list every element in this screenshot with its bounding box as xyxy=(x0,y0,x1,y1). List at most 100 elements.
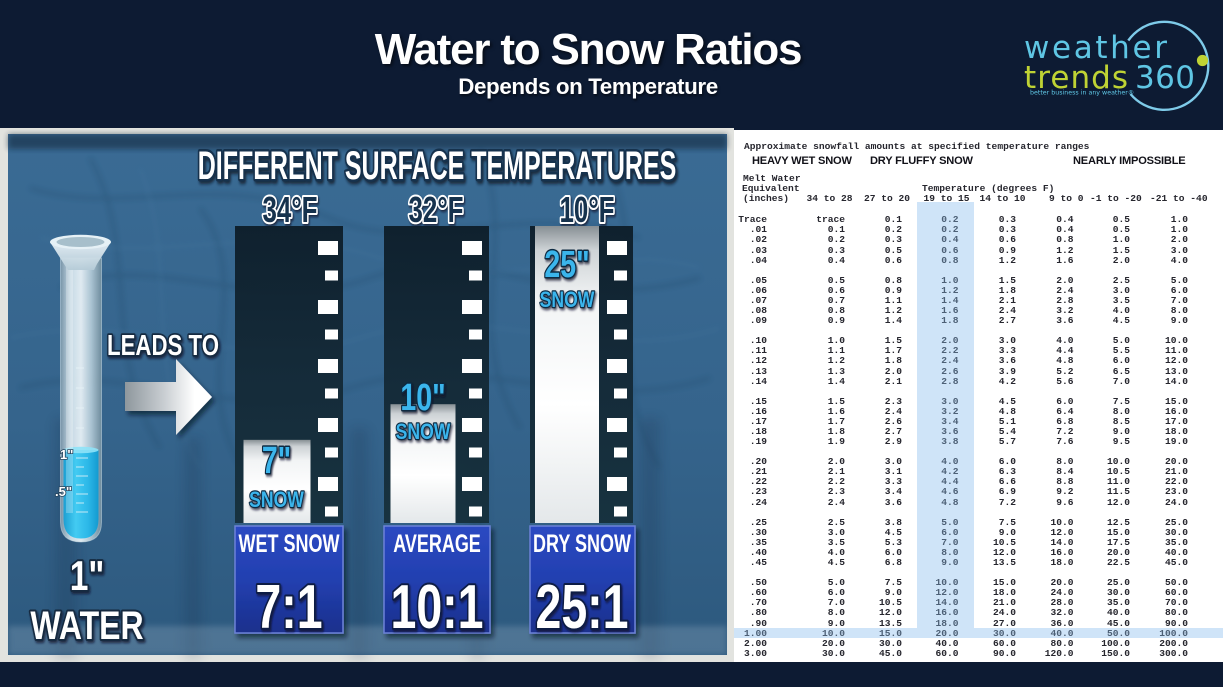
ruler-tick xyxy=(607,241,627,255)
cell-value: 10.0 xyxy=(1050,516,1074,528)
cell-value: 5.0 xyxy=(1112,335,1130,347)
cell-value: 4.5 xyxy=(884,526,902,538)
row-header-line1: Melt Water xyxy=(743,172,801,184)
ruler-tick xyxy=(607,300,627,314)
cell-value: 60.0 xyxy=(992,637,1016,649)
cell-value: 1.8 xyxy=(941,315,959,327)
ruler-tick xyxy=(469,270,482,281)
row-label: 2.00 xyxy=(743,637,767,649)
cell-value: 2.4 xyxy=(827,496,845,508)
cell-value: 3.0 xyxy=(1112,284,1130,296)
cell-value: 120.0 xyxy=(1044,647,1074,659)
cell-value: 3.8 xyxy=(884,516,902,528)
cell-value: 0.2 xyxy=(884,224,902,236)
cell-value: 5.2 xyxy=(1056,365,1074,377)
cell-value: 3.9 xyxy=(998,365,1016,377)
cell-value: 6.8 xyxy=(884,557,902,569)
ruler-tick xyxy=(462,359,482,373)
cell-value: 30.0 xyxy=(992,627,1016,639)
cell-value: 2.8 xyxy=(941,375,959,387)
cell-value: 0.3 xyxy=(998,224,1016,236)
cell-value: 25.0 xyxy=(1164,516,1188,528)
ruler-tick xyxy=(325,506,338,517)
cell-value: 9.0 xyxy=(1170,315,1188,327)
cell-value: 40.0 xyxy=(1106,607,1130,619)
cell-value: 1.5 xyxy=(1112,244,1130,256)
cell-value: 18.0 xyxy=(935,617,959,629)
cell-value: 6.0 xyxy=(1056,395,1074,407)
cell-value: 7.6 xyxy=(1056,436,1074,448)
cell-value: 14.0 xyxy=(1164,375,1188,387)
ruler-tick xyxy=(469,329,482,340)
gauge-water-label: WATER xyxy=(30,603,143,648)
rain-gauge: 1" .5" xyxy=(50,234,111,543)
cell-value: 0.2 xyxy=(941,224,959,236)
cell-value: 1.7 xyxy=(884,345,902,357)
cell-value: 3.1 xyxy=(884,466,902,478)
cell-value: 2.1 xyxy=(827,466,845,478)
cell-value: 6.0 xyxy=(998,456,1016,468)
cell-value: 2.4 xyxy=(998,305,1016,317)
table-title: Approximate snowfall amounts at specifie… xyxy=(744,141,1090,152)
cell-value: 0.9 xyxy=(827,315,845,327)
cell-value: 0.7 xyxy=(827,294,845,306)
cell-value: 1.8 xyxy=(884,355,902,367)
row-label: .80 xyxy=(749,607,767,619)
infographic-panel: DIFFERENT SURFACE TEMPERATURES 34°F 32°F… xyxy=(0,128,734,662)
cell-value: 20.0 xyxy=(821,637,845,649)
cell-value: 5.3 xyxy=(884,536,902,548)
cell-value: 0.8 xyxy=(1056,234,1074,246)
snow-fill xyxy=(243,439,311,523)
cell-value: 0.6 xyxy=(998,234,1016,246)
cell-value: 7.0 xyxy=(1170,294,1188,306)
ratio-boxes: WET SNOW AVERAGE DRY SNOW 7:1 10:1 25:1 xyxy=(234,525,636,643)
cell-value: 50.0 xyxy=(1106,627,1130,639)
row-label: .50 xyxy=(749,577,767,589)
cell-value: 6.6 xyxy=(998,476,1016,488)
cell-value: 7.5 xyxy=(884,577,902,589)
ruler-tick xyxy=(462,241,482,255)
cell-value: 6.9 xyxy=(998,486,1016,498)
cell-value: 13.5 xyxy=(992,557,1016,569)
cell-value: 3.2 xyxy=(941,405,959,417)
cell-value: 1.9 xyxy=(827,436,845,448)
ruler-tick xyxy=(607,418,627,432)
ruler-tick xyxy=(607,477,627,491)
row-label: .10 xyxy=(749,335,767,347)
ruler-tick xyxy=(462,300,482,314)
cell-value: 3.4 xyxy=(884,486,902,498)
cell-value: 3.4 xyxy=(941,415,959,427)
cell-value: 2.1 xyxy=(998,294,1016,306)
row-label: .11 xyxy=(749,345,767,357)
cell-value: 0.2 xyxy=(941,214,959,226)
infographic-title: DIFFERENT SURFACE TEMPERATURES xyxy=(198,144,677,188)
cell-value: 2.0 xyxy=(1056,274,1074,286)
cell-value: 35.0 xyxy=(1106,597,1130,609)
ruler-tick xyxy=(614,329,627,340)
cell-value: 30.0 xyxy=(1164,526,1188,538)
cell-value: 30.0 xyxy=(821,647,845,659)
row-label: .90 xyxy=(749,617,767,629)
row-label: 1.00 xyxy=(743,627,767,639)
cell-value: 2.6 xyxy=(941,365,959,377)
ruler-tick xyxy=(318,241,338,255)
cell-value: 14.0 xyxy=(935,597,959,609)
cell-value: 7.2 xyxy=(998,496,1016,508)
range-header-9-to-0: 9 to 0 xyxy=(1049,192,1084,204)
leads-to-label: LEADS TO xyxy=(107,330,219,361)
cell-value: 3.3 xyxy=(884,476,902,488)
snow-amount-label: 10" xyxy=(400,377,445,419)
cell-value: 12.0 xyxy=(1050,526,1074,538)
row-label: .03 xyxy=(749,244,767,256)
cell-value: 4.4 xyxy=(941,476,959,488)
ruler-ticks xyxy=(318,241,627,517)
snow-word-label: SNOW xyxy=(540,288,595,312)
temp-label-32f: 32°F xyxy=(408,190,463,230)
cell-value: 30.0 xyxy=(1106,587,1130,599)
cell-value: 19.0 xyxy=(1164,436,1188,448)
cell-value: 45.0 xyxy=(878,647,902,659)
cell-value: 12.0 xyxy=(992,546,1016,558)
row-label: Trace xyxy=(738,214,767,226)
cell-value: 23.0 xyxy=(1164,486,1188,498)
cell-value: 1.0 xyxy=(827,335,845,347)
